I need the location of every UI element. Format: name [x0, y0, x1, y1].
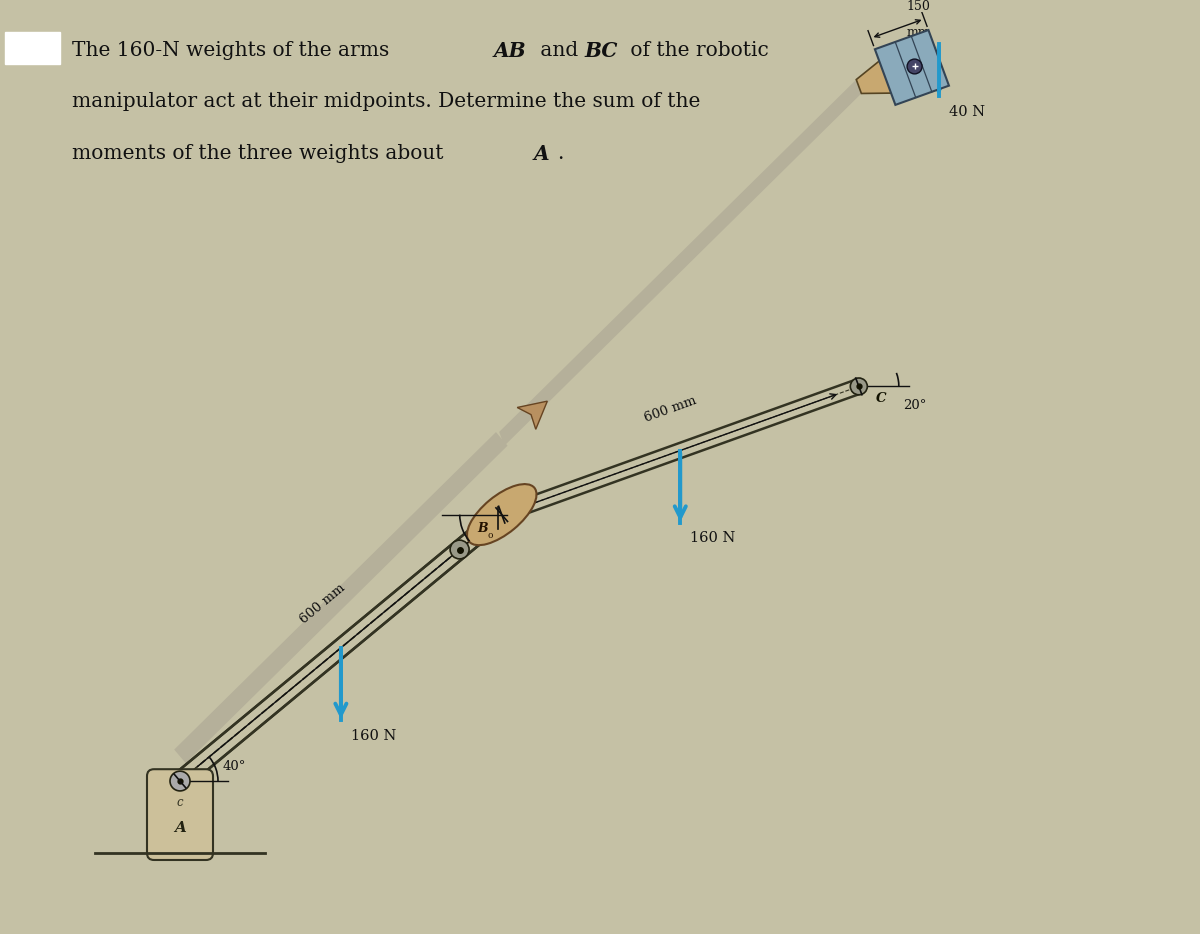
Circle shape [170, 771, 190, 791]
Text: BC: BC [584, 41, 617, 61]
Text: c: c [176, 797, 184, 809]
Circle shape [450, 540, 469, 559]
Text: and: and [534, 41, 584, 60]
FancyBboxPatch shape [148, 770, 214, 860]
Circle shape [907, 59, 922, 74]
Polygon shape [517, 401, 547, 430]
Circle shape [851, 378, 868, 395]
Polygon shape [174, 432, 508, 763]
Text: The 160-N weights of the arms: The 160-N weights of the arms [72, 41, 396, 60]
Text: manipulator act at their midpoints. Determine the sum of the: manipulator act at their midpoints. Dete… [72, 92, 701, 111]
Text: A: A [534, 144, 550, 163]
Text: .: . [557, 144, 563, 163]
Ellipse shape [467, 484, 536, 545]
Text: 600 mm: 600 mm [643, 394, 698, 425]
Text: A: A [174, 821, 186, 835]
Text: of the robotic: of the robotic [624, 41, 769, 60]
Text: moments of the three weights about: moments of the three weights about [72, 144, 450, 163]
Text: o: o [488, 531, 493, 540]
Polygon shape [499, 79, 862, 446]
Text: mm: mm [907, 26, 930, 39]
Text: 20°: 20° [902, 399, 926, 412]
Text: C: C [876, 391, 886, 404]
Polygon shape [857, 60, 893, 93]
Text: 150: 150 [907, 0, 931, 13]
Text: AB: AB [494, 41, 527, 61]
Text: 600 mm: 600 mm [298, 582, 348, 627]
Text: B: B [478, 522, 488, 535]
Text: 40 N: 40 N [949, 106, 985, 120]
Text: 160 N: 160 N [350, 729, 396, 743]
Text: 40°: 40° [223, 760, 246, 773]
Polygon shape [875, 30, 949, 105]
Text: 160 N: 160 N [690, 531, 736, 545]
FancyBboxPatch shape [5, 32, 60, 64]
